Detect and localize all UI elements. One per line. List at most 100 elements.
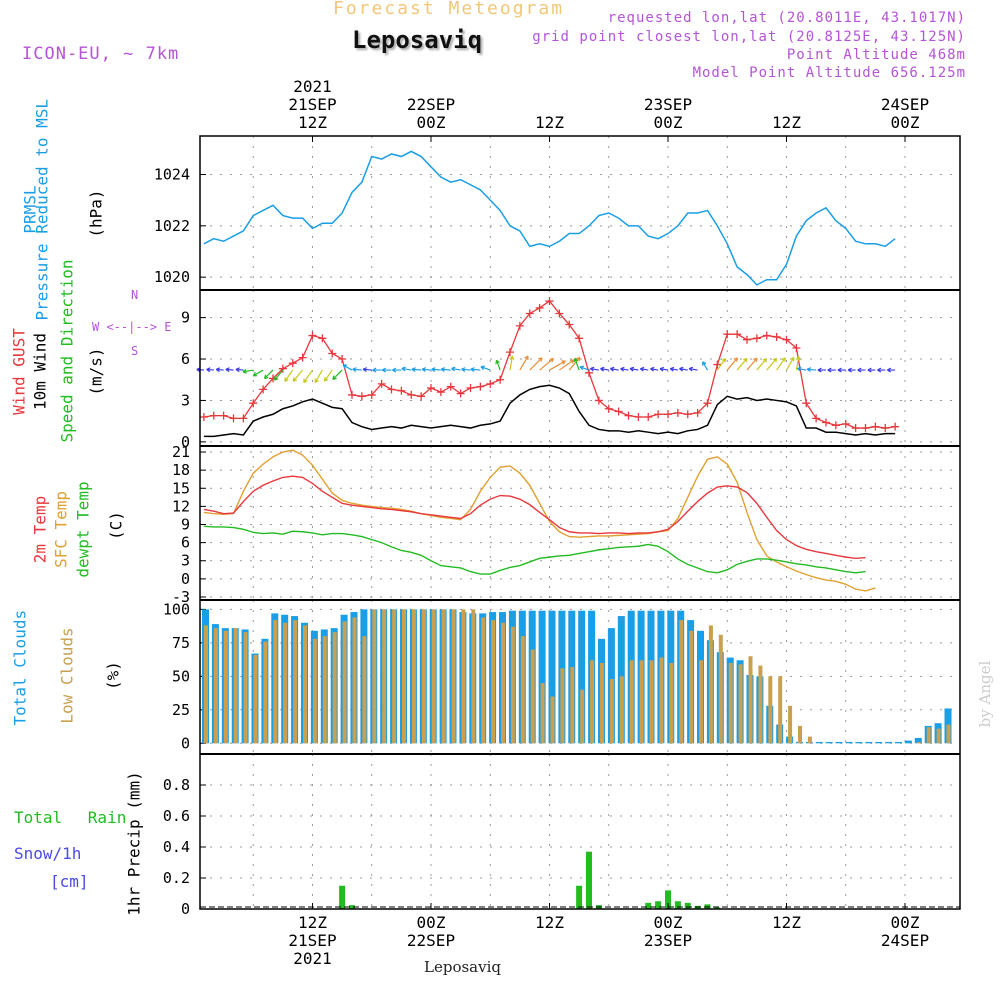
wind-arrow — [827, 367, 836, 373]
low-cloud-bar — [540, 683, 545, 744]
gust-marker — [199, 413, 208, 422]
bottom-time-label: 00Z — [417, 913, 446, 932]
wind-arrow — [867, 367, 876, 373]
wind-arrow — [766, 357, 778, 371]
gust-marker — [683, 410, 692, 419]
wind-arrow — [837, 367, 846, 373]
wind-arrow — [381, 367, 392, 373]
low-cloud-bar — [362, 636, 367, 744]
low-cloud-bar — [501, 622, 505, 744]
y-tick-label: 1020 — [154, 268, 190, 286]
wind-arrow — [817, 367, 826, 373]
total-cloud-bar — [885, 741, 893, 744]
low-cloud-bar — [946, 724, 951, 744]
dewpt-line — [203, 525, 866, 575]
y-tick-label: 75 — [172, 634, 190, 652]
wind-arrow — [609, 366, 619, 372]
top-time-label: 23SEP — [644, 95, 692, 114]
bottom-time-label: 2021 — [293, 949, 332, 968]
low-cloud-bar — [570, 666, 575, 744]
temp-2m-line — [203, 475, 866, 560]
model-label: ICON-EU, ~ 7km — [22, 44, 180, 64]
low-cloud-bar — [580, 689, 585, 744]
gust-marker — [654, 410, 663, 419]
gust-marker — [723, 330, 732, 339]
low-cloud-bar — [520, 636, 525, 744]
y-tick-label: 0 — [181, 900, 190, 918]
rain-bar — [714, 907, 721, 909]
gust-marker — [812, 414, 821, 423]
total-cloud-bar — [895, 741, 902, 744]
wind-arrow — [372, 367, 382, 373]
y-tick-label: 0.2 — [163, 869, 190, 887]
gust-marker — [318, 334, 327, 343]
y-tick-label: 0 — [181, 570, 190, 588]
y-tick-label: 15 — [172, 479, 190, 497]
wind-arrow — [431, 367, 441, 372]
gust-marker — [673, 408, 682, 417]
y-tick-label: 3 — [181, 552, 190, 570]
low-cloud-bar — [560, 668, 565, 744]
bottom-time-label: 22SEP — [407, 931, 455, 950]
top-time-label: 12Z — [298, 113, 327, 132]
low-cloud-bar — [263, 641, 268, 744]
gust-marker — [752, 334, 761, 343]
low-cloud-bar — [788, 705, 793, 744]
gust-marker — [298, 353, 307, 362]
wind-arrow — [362, 367, 372, 373]
low-cloud-bar — [213, 628, 218, 744]
y-tick-label: 1022 — [154, 217, 190, 235]
wind-arrow — [392, 367, 402, 373]
gust-marker — [733, 330, 742, 339]
low-cloud-bar — [491, 620, 496, 744]
low-cloud-bar — [758, 665, 763, 744]
total-cloud-bar — [538, 610, 546, 744]
y-tick-label: 0 — [181, 734, 190, 752]
wind-arrow — [756, 358, 768, 371]
wind-arrow — [470, 367, 481, 372]
low-cloud-bar — [204, 625, 208, 744]
wind-arrow — [342, 364, 353, 371]
gust-marker — [288, 359, 297, 368]
low-cloud-bar — [273, 620, 278, 744]
low-cloud-bar — [402, 609, 406, 744]
rain-bar — [576, 885, 583, 909]
top-time-label: 12Z — [772, 113, 801, 132]
snow-unit: [cm] — [50, 872, 89, 891]
wind-arrow — [736, 357, 748, 371]
gust-marker — [367, 390, 376, 399]
bottom-time-label: 00Z — [654, 913, 683, 932]
gust-marker — [891, 422, 900, 431]
low-cloud-bar — [679, 620, 684, 744]
bottom-time-label: 24SEP — [881, 931, 929, 950]
compass-west-east: W <--|--> E — [92, 320, 172, 334]
low-cloud-bar — [639, 660, 644, 744]
bottom-time-label: 12Z — [772, 913, 801, 932]
gust-marker — [476, 382, 485, 391]
gust-marker — [249, 399, 258, 408]
wind-arrow — [242, 368, 254, 374]
wind-arrow — [795, 356, 801, 371]
gust-marker — [782, 335, 791, 344]
gust-marker — [634, 413, 643, 422]
gust-marker — [229, 414, 238, 423]
gust-marker — [525, 309, 534, 318]
low-cloud-bar — [550, 696, 555, 744]
footer-location: Leposaviq — [424, 958, 501, 976]
top-time-label: 00Z — [891, 113, 920, 132]
gust-marker — [664, 410, 672, 419]
gust-marker — [239, 414, 248, 423]
wind-arrow — [877, 367, 886, 373]
low-cloud-bar — [748, 656, 753, 744]
gust-marker — [427, 384, 435, 393]
wind-arrow — [620, 366, 629, 372]
low-cloud-bar — [669, 662, 674, 744]
rain-bar — [349, 905, 355, 909]
gust-marker — [446, 382, 455, 391]
total-cloud-bar — [835, 741, 843, 744]
gust-marker — [308, 331, 317, 340]
low-cloud-bar — [510, 626, 515, 744]
y-tick-label: 21 — [172, 443, 190, 461]
wind-arrow — [529, 357, 543, 371]
